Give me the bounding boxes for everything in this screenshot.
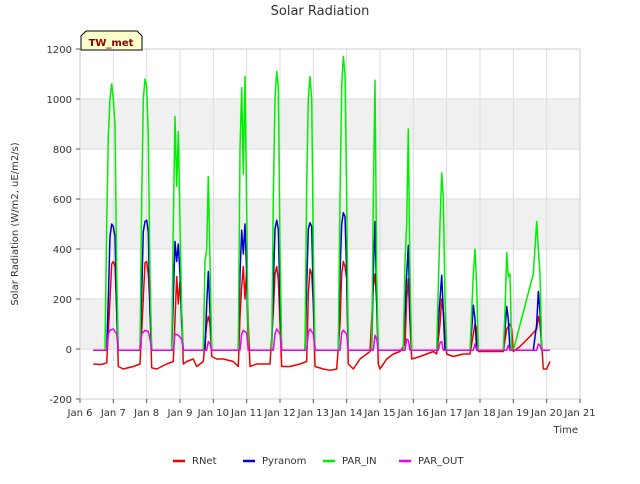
annotation-label: TW_met [89,38,134,49]
legend-label: RNet [192,456,217,467]
plot-band [80,199,580,249]
y-axis-label: Solar Radiation (W/m2, uE/m2/s) [10,142,21,305]
y-tick-label: 1000 [47,95,72,106]
x-tick-label: Jan 17 [430,408,462,419]
y-tick-label: 0 [66,345,72,356]
y-tick-label: -200 [49,395,72,406]
plot-area-border [79,48,581,400]
series-line-par-in [93,55,550,352]
x-tick-label: Jan 15 [363,408,395,419]
x-tick-label: Jan 11 [230,408,262,419]
legend-label: PAR_OUT [418,456,464,467]
plot-band [80,99,580,149]
legend-label: PAR_IN [342,456,377,467]
x-tick-label: Jan 13 [297,408,329,419]
y-tick-label: 800 [53,145,72,156]
x-tick-label: Jan 21 [563,408,595,419]
annotation-badge: TW_met [80,30,143,51]
plot-band [80,349,580,399]
x-tick-label: Jan 16 [397,408,429,419]
x-tick-label: Jan 7 [100,408,126,419]
y-tick-label: 400 [53,245,72,256]
x-tick-label: Jan 19 [497,408,529,419]
x-tick-label: Jan 18 [463,408,495,419]
series-line-par-out [93,328,550,352]
x-tick-label: Jan 12 [263,408,295,419]
y-tick-label: 600 [53,195,72,206]
series-line-rnet [93,260,551,372]
y-tick-label: 200 [53,295,72,306]
plot-band [80,149,580,199]
chart-title: Solar Radiation [271,4,370,19]
y-tick-label: 1200 [47,45,72,56]
x-tick-label: Jan 10 [197,408,229,419]
plot-band [80,49,580,99]
x-tick-label: Jan 14 [330,408,362,419]
x-tick-label: Jan 20 [530,408,562,419]
plot-band [80,299,580,349]
x-axis-label: Time [553,425,578,436]
x-tick-label: Jan 8 [133,408,159,419]
x-tick-label: Jan 9 [167,408,193,419]
x-tick-label: Jan 6 [67,408,93,419]
legend-label: Pyranom [262,456,306,467]
plot-band [80,249,580,299]
